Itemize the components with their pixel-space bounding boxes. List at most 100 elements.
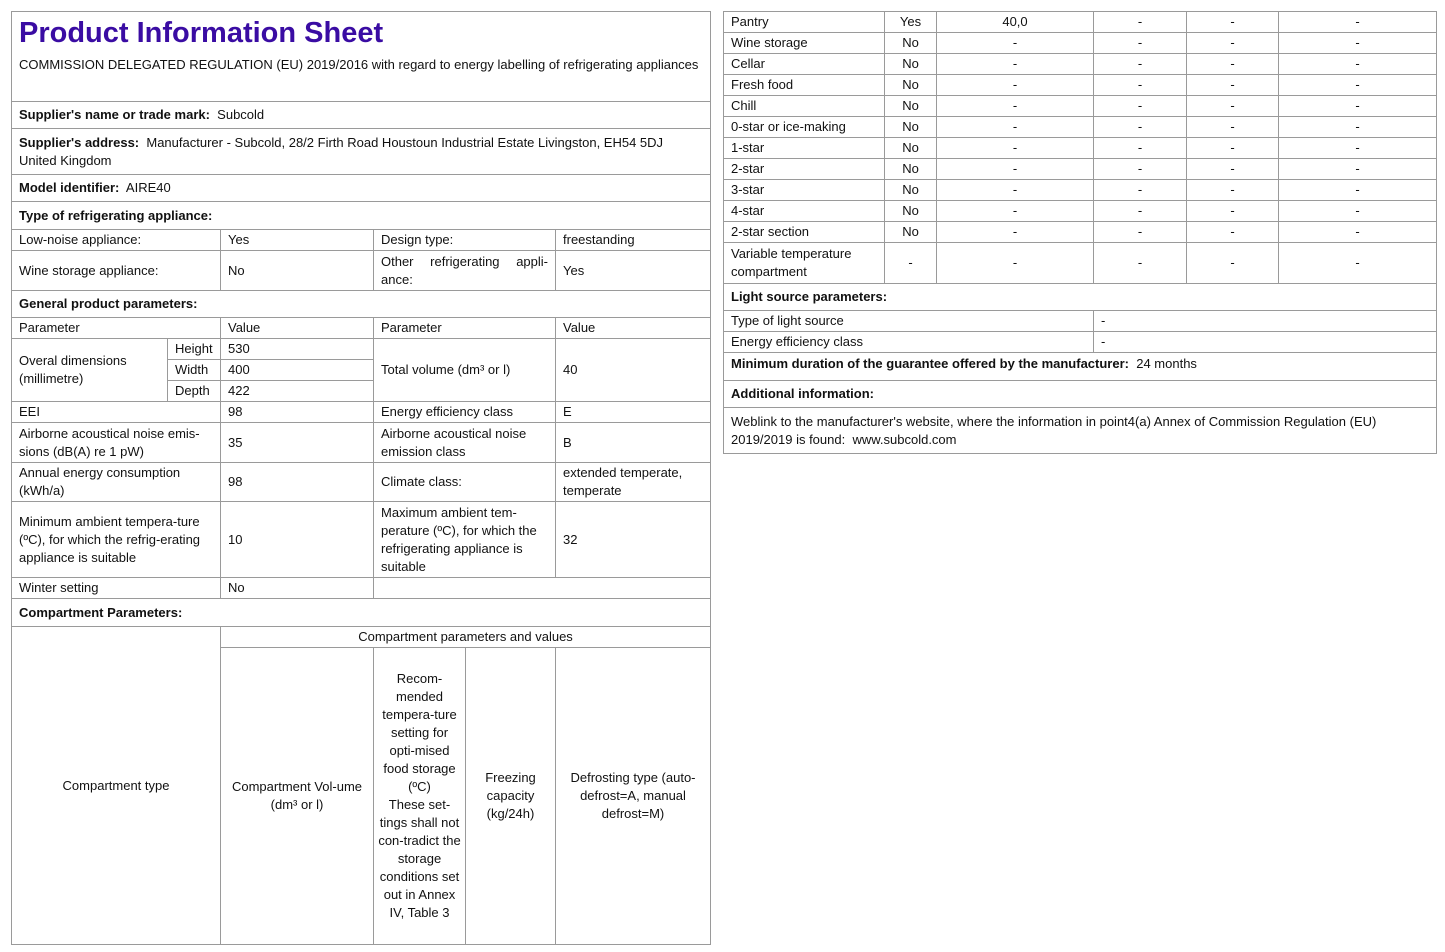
compartment-freezing: - <box>1186 116 1279 138</box>
compartment-freezing: - <box>1186 242 1279 284</box>
compartment-freezing: - <box>1186 74 1279 96</box>
compartment-present: No <box>884 158 937 180</box>
compartment-temp: - <box>1093 179 1187 201</box>
compartment-row: Chill No - - - - <box>723 95 1437 117</box>
compartment-name: 2-star <box>723 158 885 180</box>
compartment-row: Pantry Yes 40,0- - - <box>723 11 1437 33</box>
compartment-freezing: - <box>1186 137 1279 159</box>
compartment-volume: - <box>936 200 1094 222</box>
max-ambient-label: Maximum ambient tem-perature (ºC), for w… <box>373 501 556 578</box>
compartment-temp: - <box>1093 116 1187 138</box>
type-heading: Type of refrigerating appliance: <box>10 201 712 230</box>
compartment-volume: - <box>936 95 1094 117</box>
compartment-freezing: - <box>1186 158 1279 180</box>
compartment-freezing: - <box>1186 53 1279 75</box>
compartment-row: 0-star or ice-making No - - - - <box>723 116 1437 138</box>
compartment-volume: - <box>936 74 1094 96</box>
compartment-group-header: Compartment parameters and values <box>219 626 712 648</box>
annual-energy-value: 98 <box>220 462 374 502</box>
supplier-name-label: Supplier's name or trade mark: <box>19 107 210 122</box>
general-heading: General product parameters: <box>10 290 712 318</box>
wine-storage-value: No <box>220 250 374 291</box>
compartment-row: 2-star No - - - - <box>723 158 1437 180</box>
compartment-name: Chill <box>723 95 885 117</box>
compartment-temp: - <box>1093 53 1187 75</box>
low-noise-label: Low-noise appliance: <box>11 229 221 251</box>
compartment-row: 1-star No - - - - <box>723 137 1437 159</box>
compartment-name: 0-star or ice-making <box>723 116 885 138</box>
compartment-temp: - <box>1093 242 1187 284</box>
weblink-url[interactable]: www.subcold.com <box>852 431 957 447</box>
noise-class-value: B <box>554 422 712 463</box>
compartment-volume: - <box>936 242 1094 284</box>
defrost-type-header: Defrosting type (auto-defrost=A, manual … <box>554 647 712 945</box>
compartment-name: Wine storage <box>723 32 885 54</box>
max-ambient-value: 32 <box>554 501 712 578</box>
additional-heading: Additional information: <box>723 380 1437 408</box>
compartment-name: 3-star <box>723 179 885 201</box>
compartment-freezing: - <box>1186 95 1279 117</box>
compartment-defrost: - <box>1278 53 1437 75</box>
volume-value: 40 <box>554 338 712 402</box>
value-header: Value <box>220 317 374 339</box>
dimensions-label: Overal dimensions (millimetre) <box>11 338 168 402</box>
compartment-name: Variable temperature compartment <box>723 242 885 284</box>
compartment-defrost: - <box>1278 158 1437 180</box>
model-row: Model identifier: AIRE40 <box>10 174 712 202</box>
winter-setting-label: Winter setting <box>11 577 221 599</box>
compartment-freezing: - <box>1186 179 1279 201</box>
compartment-defrost: - <box>1278 32 1437 54</box>
compartment-row: Variable temperature compartment - - - - - <box>723 242 1437 284</box>
regulation-text: COMMISSION DELEGATED REGULATION (EU) 201… <box>19 57 699 72</box>
compartment-name: 2-star section <box>723 221 885 243</box>
depth-value: 422 <box>220 380 374 402</box>
compartment-row: Wine storage No - - - - <box>723 32 1437 54</box>
compartment-temp: - <box>1093 74 1187 96</box>
design-type-label: Design type: <box>373 229 556 251</box>
compartment-temp: - <box>1093 158 1187 180</box>
parameter-header: Parameter <box>11 317 221 339</box>
compartment-defrost: - <box>1278 179 1437 201</box>
min-ambient-label: Minimum ambient tempera-ture (ºC), for w… <box>11 501 221 578</box>
light-heading: Light source parameters: <box>723 283 1437 311</box>
recommended-temp-text: Recom-mended tempera-ture setting for op… <box>382 671 457 794</box>
climate-class-value: extended temperate, temperate <box>554 462 712 502</box>
climate-class-label: Climate class: <box>373 462 556 502</box>
noise-value: 35 <box>220 422 374 463</box>
compartment-volume: - <box>936 116 1094 138</box>
compartment-name: 4-star <box>723 200 885 222</box>
other-appliance-value: Yes <box>554 250 712 291</box>
min-ambient-value: 10 <box>220 501 374 578</box>
compartment-name: Pantry <box>723 11 885 33</box>
recommended-temp-note: These set-tings shall not con-tradict th… <box>378 797 461 920</box>
compartment-volume: - <box>936 32 1094 54</box>
compartment-temp: - <box>1093 200 1187 222</box>
compartment-temp: - <box>1093 137 1187 159</box>
supplier-name-row: Supplier's name or trade mark: Subcold <box>10 101 712 129</box>
compartment-freezing: - <box>1186 32 1279 54</box>
compartment-temp: - <box>1093 95 1187 117</box>
compartment-defrost: - <box>1278 116 1437 138</box>
energy-class-value: E <box>554 401 712 423</box>
energy-class-label: Energy efficiency class <box>373 401 556 423</box>
compartment-present: No <box>884 53 937 75</box>
compartment-volume-header: Compartment Vol-ume (dm³ or l) <box>220 647 374 945</box>
other-appliance-label: Other refrigerating appli-ance: <box>373 250 556 291</box>
value-header: Value <box>554 317 712 339</box>
compartment-heading: Compartment Parameters: <box>10 598 712 627</box>
compartment-present: No <box>884 179 937 201</box>
supplier-name-value: Subcold <box>217 107 265 122</box>
eei-value: 98 <box>220 401 374 423</box>
compartment-row: Cellar No - - - - <box>723 53 1437 75</box>
product-info-right-table: Pantry Yes 40,0- - - Wine storage No - - - - Cellar… <box>723 11 1437 454</box>
volume-label: Total volume (dm³ or l) <box>373 338 556 402</box>
compartment-present: No <box>884 74 937 96</box>
design-type-value: freestanding <box>554 229 712 251</box>
compartment-volume: 40,0 <box>936 11 1094 33</box>
compartment-defrost: - <box>1278 95 1437 117</box>
depth-label: Depth <box>167 380 221 402</box>
compartment-row: Fresh food No - - - - <box>723 74 1437 96</box>
guarantee-label: Minimum duration of the guarantee offere… <box>731 356 1129 371</box>
header-cell: Product Information Sheet COMMISSION DEL… <box>10 11 712 102</box>
compartment-freezing: - <box>1186 221 1279 243</box>
